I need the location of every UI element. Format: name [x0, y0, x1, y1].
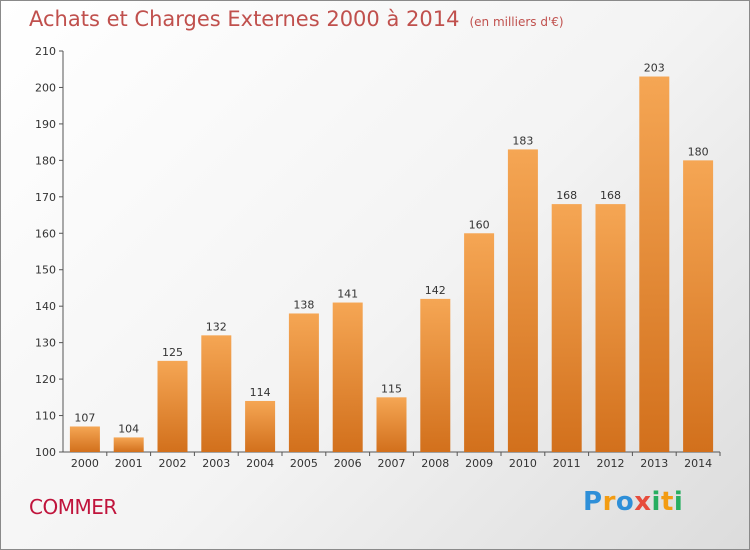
- logo-letter: r: [602, 487, 616, 517]
- logo-letter: t: [660, 487, 674, 517]
- x-tick-label: 2014: [684, 457, 712, 470]
- y-tick-label: 160: [35, 227, 56, 240]
- bar-value-label: 125: [162, 346, 183, 359]
- bar: [69, 426, 100, 452]
- x-tick-label: 2010: [509, 457, 537, 470]
- x-tick-label: 2002: [159, 457, 187, 470]
- bar: [683, 160, 714, 452]
- y-tick-label: 210: [35, 45, 56, 58]
- x-tick-label: 2008: [421, 457, 449, 470]
- bar-value-label: 141: [337, 288, 358, 301]
- bar-value-label: 180: [688, 145, 709, 158]
- y-tick-label: 170: [35, 191, 56, 204]
- bar: [464, 233, 495, 452]
- x-tick-label: 2007: [378, 457, 406, 470]
- y-tick-label: 200: [35, 81, 56, 94]
- bar-value-label: 203: [644, 62, 665, 75]
- chart-title-text: Achats et Charges Externes 2000 à 2014: [29, 7, 460, 31]
- bar-value-label: 160: [469, 218, 490, 231]
- proxiti-logo: Proxiti: [583, 487, 683, 517]
- logo-letter: i: [651, 487, 661, 517]
- bar-value-label: 138: [293, 298, 314, 311]
- bar-value-label: 168: [556, 189, 577, 202]
- bar: [420, 298, 451, 452]
- y-tick-label: 140: [35, 300, 56, 313]
- bar-value-label: 115: [381, 382, 402, 395]
- labels: 107 2000 104 2001 125 2002 132 2003 114 2004 138 20…: [71, 62, 712, 470]
- bar-value-label: 104: [118, 422, 139, 435]
- bar: [245, 400, 276, 452]
- x-tick-label: 2003: [202, 457, 230, 470]
- chart-title: Achats et Charges Externes 2000 à 2014 (e…: [29, 7, 564, 31]
- logo-letter: i: [673, 487, 684, 517]
- logo-letter: o: [615, 487, 635, 517]
- logo-letter: P: [583, 487, 603, 517]
- bar: [157, 360, 188, 452]
- bar: [551, 204, 582, 452]
- y-tick-label: 100: [35, 446, 56, 459]
- bar-value-label: 168: [600, 189, 621, 202]
- x-tick-label: 2011: [553, 457, 581, 470]
- x-tick-label: 2004: [246, 457, 274, 470]
- bar-value-label: 132: [206, 320, 227, 333]
- bar-value-label: 183: [512, 134, 533, 147]
- town-name: COMMER: [29, 495, 117, 519]
- chart-unit: (en milliers d'€): [469, 15, 564, 29]
- bar-value-label: 114: [250, 386, 271, 399]
- y-tick-label: 130: [35, 337, 56, 350]
- bar-value-label: 107: [74, 411, 95, 424]
- y-tick-label: 180: [35, 154, 56, 167]
- bar: [639, 76, 670, 452]
- bar: [113, 437, 144, 452]
- y-tick-label: 150: [35, 264, 56, 277]
- bars: [69, 76, 714, 452]
- axes: 100 110 120 130 140 150 160 170 180 190 200 210: [35, 45, 721, 459]
- x-tick-label: 2001: [115, 457, 143, 470]
- y-tick-label: 120: [35, 373, 56, 386]
- x-tick-label: 2000: [71, 457, 99, 470]
- x-tick-label: 2006: [334, 457, 362, 470]
- bar: [332, 302, 363, 452]
- bar: [201, 335, 232, 452]
- bar-value-label: 142: [425, 284, 446, 297]
- x-tick-label: 2009: [465, 457, 493, 470]
- bar: [507, 149, 538, 452]
- bar: [288, 313, 319, 452]
- y-tick-label: 190: [35, 118, 56, 131]
- x-tick-label: 2013: [640, 457, 668, 470]
- y-tick-label: 110: [35, 410, 56, 423]
- bar: [376, 397, 407, 452]
- x-tick-label: 2005: [290, 457, 318, 470]
- logo-letter: x: [634, 487, 652, 517]
- x-tick-label: 2012: [597, 457, 625, 470]
- bar: [595, 204, 626, 452]
